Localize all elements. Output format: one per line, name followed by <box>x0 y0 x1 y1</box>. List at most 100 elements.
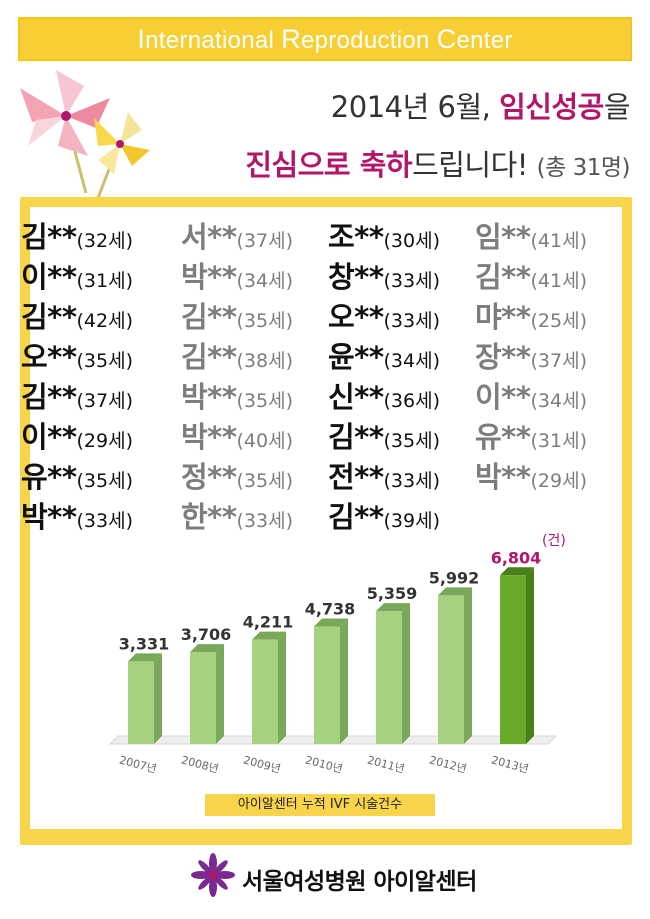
banner-initial: I <box>137 24 146 54</box>
chart-caption: 아이알센터 누적 IVF 시술건수 <box>205 794 435 816</box>
bar-value-label: 3,331 <box>119 634 170 653</box>
patient-age: (35세) <box>236 390 293 412</box>
patient-name: 이** <box>475 380 531 414</box>
headline-highlight: 임신성공 <box>499 90 604 124</box>
bar-top <box>314 618 348 627</box>
patient-entry: 박**(29세) <box>475 454 587 496</box>
patient-name: 김** <box>21 380 77 414</box>
patient-age: (41세) <box>530 230 587 252</box>
headline-line-1: 2014년 6월, 임신성공을 <box>200 84 631 126</box>
patient-entry: 박**(40세) <box>181 414 293 456</box>
headline-mid: 드립니다! <box>412 148 537 182</box>
name-row: 유**(35세) 정**(35세) 전**(33세) 박**(29세) <box>21 454 621 494</box>
patient-name: 장** <box>475 340 531 374</box>
patient-entry: 전**(33세) <box>328 454 440 496</box>
patient-entry: 김**(35세) <box>181 294 293 336</box>
patient-age: (30세) <box>383 230 440 252</box>
patient-entry: 먀**(25세) <box>475 294 587 336</box>
bar-value-label: 6,804 <box>491 548 542 567</box>
x-tick-label: 2011년 <box>366 753 406 775</box>
patient-age: (37세) <box>76 390 133 412</box>
bar-value-label: 4,211 <box>243 613 294 632</box>
patient-age: (32세) <box>76 230 133 252</box>
bar-top <box>190 644 224 653</box>
bar-value-label: 4,738 <box>305 599 356 618</box>
patient-name: 김** <box>328 500 384 534</box>
patient-entry: 오**(35세) <box>21 334 133 376</box>
patient-entry: 서**(37세) <box>181 214 293 256</box>
patient-entry: 김**(32세) <box>21 214 133 256</box>
patient-name: 박** <box>181 380 237 414</box>
patient-name: 오** <box>21 340 77 374</box>
patient-entry: 이**(34세) <box>475 374 587 416</box>
x-tick-label: 2008년 <box>180 753 220 775</box>
bar <box>500 575 526 744</box>
patient-age: (29세) <box>76 430 133 452</box>
patient-name: 윤** <box>328 340 384 374</box>
patient-entry: 창**(33세) <box>328 254 440 296</box>
bar-top <box>376 603 410 612</box>
patient-age: (34세) <box>236 270 293 292</box>
patient-entry: 신**(36세) <box>328 374 440 416</box>
patient-age: (35세) <box>383 430 440 452</box>
bar-top <box>438 587 472 596</box>
x-tick-label: 2012년 <box>428 753 468 775</box>
patient-entry: 박**(34세) <box>181 254 293 296</box>
name-row: 김**(37세) 박**(35세) 신**(36세) 이**(34세) <box>21 374 621 414</box>
patient-age: (42세) <box>76 310 133 332</box>
patient-name: 이** <box>21 420 77 454</box>
patient-name: 조** <box>328 220 384 254</box>
patient-age: (33세) <box>76 510 133 532</box>
patient-age: (41세) <box>530 270 587 292</box>
patient-entry: 김**(41세) <box>475 254 587 296</box>
patient-name: 정** <box>181 460 237 494</box>
patient-name: 김** <box>181 300 237 334</box>
banner-initial: C <box>436 24 457 54</box>
x-tick-label: 2007년 <box>118 753 158 775</box>
patient-entry: 유**(31세) <box>475 414 587 456</box>
patient-name: 김** <box>328 420 384 454</box>
bar-value-label: 5,992 <box>429 568 480 587</box>
bar-side <box>154 653 162 744</box>
patient-entry: 김**(35세) <box>328 414 440 456</box>
patient-name: 서** <box>181 220 237 254</box>
patient-age: (35세) <box>76 350 133 372</box>
banner-initial: R <box>281 24 301 54</box>
purple-flower-icon <box>191 853 235 897</box>
banner-word: eproduction <box>300 27 437 54</box>
patient-age: (25세) <box>530 310 587 332</box>
patient-age: (33세) <box>383 270 440 292</box>
patient-name: 김** <box>475 260 531 294</box>
patient-age: (33세) <box>236 510 293 532</box>
headline-total-count: (총 31명) <box>536 155 631 181</box>
main-panel <box>20 197 632 845</box>
patient-age: (40세) <box>236 430 293 452</box>
headline-line-2: 진심으로 축하드립니다! (총 31명) <box>140 142 630 184</box>
bar-value-label: 5,359 <box>367 584 418 603</box>
names-grid: 김**(32세) 서**(37세) 조**(30세) 임**(41세) 이**(31세)… <box>21 214 621 534</box>
patient-name: 창** <box>328 260 384 294</box>
top-banner: International Reproduction Center <box>18 17 632 61</box>
patient-age: (37세) <box>530 350 587 372</box>
footer-logo: 서울여성병원 아이알센터 <box>190 852 490 902</box>
headline-suffix: 을 <box>603 90 631 124</box>
patient-entry: 김**(37세) <box>21 374 133 416</box>
patient-name: 유** <box>475 420 531 454</box>
banner-text: International Reproduction Center <box>137 24 513 54</box>
banner-word: enter <box>456 27 513 54</box>
name-row: 이**(31세) 박**(34세) 창**(33세) 김**(41세) <box>21 254 621 294</box>
patient-age: (34세) <box>383 350 440 372</box>
patient-entry: 정**(35세) <box>181 454 293 496</box>
patient-age: (36세) <box>383 390 440 412</box>
patient-entry: 오**(33세) <box>328 294 440 336</box>
patient-name: 박** <box>181 420 237 454</box>
chart-unit-label: (건) <box>542 533 566 549</box>
patient-entry: 김**(38세) <box>181 334 293 376</box>
banner-word: nternational <box>145 27 282 54</box>
name-row: 오**(35세) 김**(38세) 윤**(34세) 장**(37세) <box>21 334 621 374</box>
patient-age: (38세) <box>236 350 293 372</box>
patient-name: 박** <box>475 460 531 494</box>
patient-age: (31세) <box>530 430 587 452</box>
ivf-bar-chart: 3,331 2007년 3,706 2008년 4,211 2009년 4,738 2010년… <box>108 548 558 776</box>
patient-entry: 박**(33세) <box>21 494 133 536</box>
